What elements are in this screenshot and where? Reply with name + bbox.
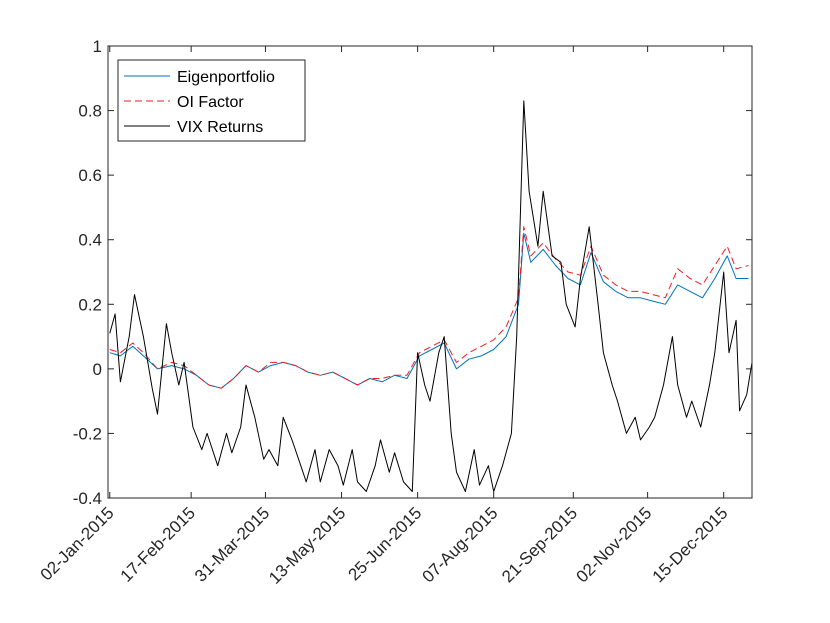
y-tick-label: -0.2 bbox=[73, 424, 102, 443]
series-line-vix-returns bbox=[109, 100, 753, 492]
y-tick-label: 1 bbox=[93, 37, 102, 56]
y-tick-label: -0.4 bbox=[73, 489, 102, 508]
series-line-oi-factor bbox=[109, 226, 749, 389]
y-tick-label: 0.2 bbox=[78, 295, 102, 314]
y-tick-label: 0.6 bbox=[78, 166, 102, 185]
legend: Eigenportfolio OI Factor VIX Returns bbox=[117, 59, 306, 142]
y-tick-label: 0 bbox=[93, 360, 102, 379]
series-layer bbox=[109, 100, 753, 492]
legend-label: Eigenportfolio bbox=[177, 69, 275, 86]
legend-label: OI Factor bbox=[177, 94, 244, 111]
plot-area-frame bbox=[107, 45, 753, 499]
y-tick-label: 0.8 bbox=[78, 102, 102, 121]
legend-label: VIX Returns bbox=[177, 119, 263, 136]
y-tick-label: 0.4 bbox=[78, 231, 102, 250]
